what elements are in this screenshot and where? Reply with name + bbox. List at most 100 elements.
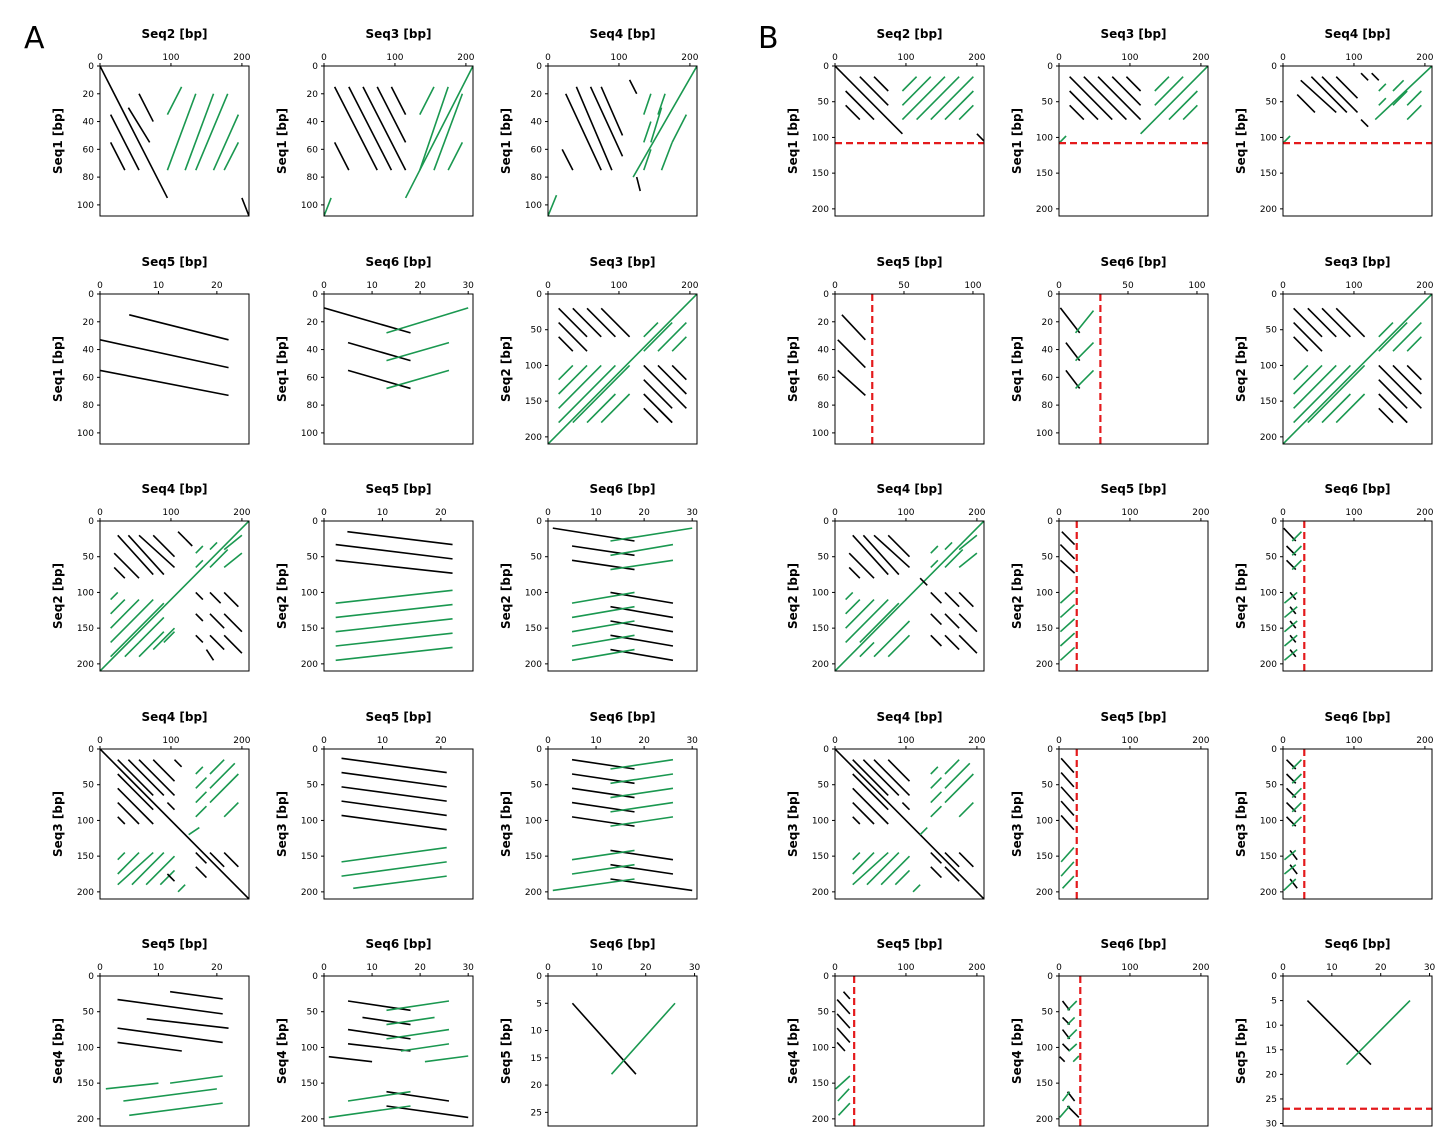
y-tick-label: 200 <box>1036 888 1053 898</box>
y-tick-label: 60 <box>83 373 95 383</box>
y-tick-label: 0 <box>312 517 318 527</box>
forward-match <box>1097 76 1142 121</box>
y-tick-label: 50 <box>818 98 830 108</box>
y-tick-label: 100 <box>77 816 94 826</box>
x-tick-label: 200 <box>1192 508 1209 518</box>
plot-frame <box>1282 293 1433 445</box>
y-axis-label: Seq4 [bp] <box>51 1018 65 1084</box>
reverse-match <box>110 599 126 615</box>
forward-match <box>558 322 588 352</box>
plot-frame <box>834 65 985 217</box>
segments <box>1059 531 1076 661</box>
y-tick-label: 150 <box>812 852 829 862</box>
forward-match <box>166 802 176 811</box>
x-tick-label: 0 <box>545 508 551 518</box>
reverse-match <box>1283 864 1297 875</box>
reverse-match <box>131 852 165 886</box>
x-axis-label: Seq5 [bp] <box>141 937 207 951</box>
reverse-match <box>184 93 215 171</box>
y-tick-label: 100 <box>525 361 542 371</box>
y-tick-label: 50 <box>1266 553 1278 563</box>
segments <box>835 749 984 899</box>
reverse-match <box>671 336 687 352</box>
y-tick-label: 150 <box>1260 624 1277 634</box>
segments <box>835 521 984 671</box>
x-tick-label: 100 <box>610 53 627 63</box>
x-tick-label: 10 <box>377 736 389 746</box>
reverse-match <box>138 631 165 658</box>
y-tick-label: 30 <box>1266 1120 1278 1130</box>
reverse-match <box>170 1075 223 1084</box>
y-axis-label: Seq2 [bp] <box>786 563 800 629</box>
reverse-match <box>1059 646 1076 661</box>
x-axis-label: Seq2 [bp] <box>876 27 942 41</box>
x-tick-label: 30 <box>686 508 698 518</box>
y-tick-label: 150 <box>301 624 318 634</box>
reverse-match <box>209 759 225 775</box>
y-tick-label: 200 <box>1260 433 1277 443</box>
y-tick-label: 200 <box>812 888 829 898</box>
forward-match <box>628 79 638 95</box>
reverse-match <box>117 852 126 861</box>
plot-frame <box>99 520 250 672</box>
reverse-match <box>400 1043 450 1052</box>
x-axis-label: Seq6 [bp] <box>589 710 655 724</box>
segments <box>335 530 453 662</box>
reverse-match <box>1059 603 1076 619</box>
y-tick-label: 0 <box>823 517 829 527</box>
forward-match <box>565 93 602 171</box>
reverse-match <box>571 591 635 604</box>
reverse-match <box>1283 878 1297 892</box>
reverse-match <box>1283 606 1298 619</box>
plot-frame <box>834 748 985 900</box>
y-tick-label: 80 <box>307 173 319 183</box>
forward-match <box>173 759 183 768</box>
forward-match <box>944 866 960 882</box>
x-tick-label: 100 <box>1121 53 1138 63</box>
forward-match <box>643 379 673 409</box>
forward-match <box>1111 76 1142 106</box>
reverse-match <box>1061 1091 1071 1102</box>
forward-match <box>958 591 974 608</box>
reverse-match <box>1060 847 1075 863</box>
y-tick-label: 100 <box>77 1043 94 1053</box>
x-tick-label: 0 <box>97 508 103 518</box>
forward-match <box>117 773 154 811</box>
x-tick-label: 200 <box>233 508 250 518</box>
x-tick-label: 10 <box>366 281 378 291</box>
segments <box>837 314 866 396</box>
x-tick-label: 20 <box>640 963 652 973</box>
x-axis-label: Seq6 [bp] <box>1324 710 1390 724</box>
reverse-match <box>1392 90 1408 106</box>
x-tick-label: 20 <box>638 736 650 746</box>
reverse-match <box>1291 759 1303 770</box>
y-tick-label: 0 <box>823 62 829 72</box>
forward-match <box>1060 786 1075 802</box>
forward-match <box>347 1043 411 1052</box>
reverse-match <box>845 599 861 615</box>
y-tick-label: 0 <box>88 972 94 982</box>
reverse-match <box>166 93 197 171</box>
y-tick-label: 40 <box>818 346 830 356</box>
reverse-match <box>866 852 900 886</box>
reverse-match <box>1154 76 1170 92</box>
y-axis-label: Seq1 [bp] <box>51 108 65 174</box>
forward-match <box>1392 407 1408 424</box>
x-axis-label: Seq6 [bp] <box>589 937 655 951</box>
x-axis-label: Seq4 [bp] <box>141 482 207 496</box>
dotplot-b-9: 0 100 200 0 50 100 150 200 Seq6 [bp] Seq2 [bp] <box>1234 482 1434 672</box>
reverse-match <box>1392 79 1405 92</box>
y-tick-label: 20 <box>1266 1070 1278 1080</box>
y-tick-label: 200 <box>1260 660 1277 670</box>
forward-match <box>195 591 204 601</box>
segments <box>571 1002 676 1075</box>
reverse-match <box>944 90 974 121</box>
y-tick-label: 200 <box>77 1115 94 1125</box>
forward-match <box>195 613 204 622</box>
panel-label-a: A <box>24 21 45 56</box>
reverse-match <box>835 1075 851 1090</box>
reverse-match <box>1406 104 1422 121</box>
forward-match <box>852 534 889 576</box>
